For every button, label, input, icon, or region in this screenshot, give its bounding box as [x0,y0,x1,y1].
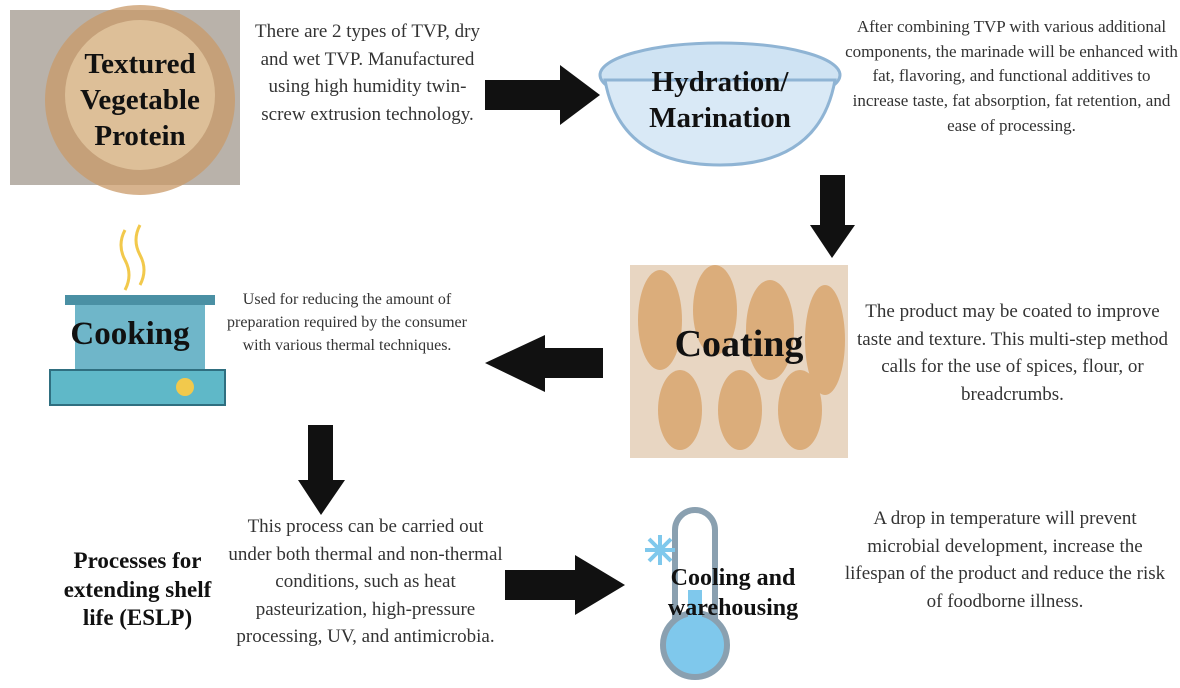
diagram: Textured Vegetable Protein There are 2 t… [0,0,1180,688]
node-label: Cooling and warehousing [648,550,818,635]
arrow [485,335,603,392]
node-description: A drop in temperature will prevent micro… [835,505,1175,615]
node-description: After combining TVP with various additio… [845,15,1178,138]
arrow [505,555,625,615]
arrow [298,425,345,515]
node-label: Coating [630,310,848,380]
node-label: Hydration/ Marination [620,45,820,155]
arrow [485,65,600,125]
node-label: Processes for extending shelf life (ESLP… [50,515,225,665]
node-description: There are 2 types of TVP, dry and wet TV… [255,18,480,128]
node-description: The product may be coated to improve tas… [850,298,1175,408]
node-label: Cooking [50,305,210,365]
arrow [810,175,855,258]
node-label: Textured Vegetable Protein [40,30,240,170]
node-description: This process can be carried out under bo… [228,513,503,651]
node-description: Used for reducing the amount of preparat… [212,288,482,358]
